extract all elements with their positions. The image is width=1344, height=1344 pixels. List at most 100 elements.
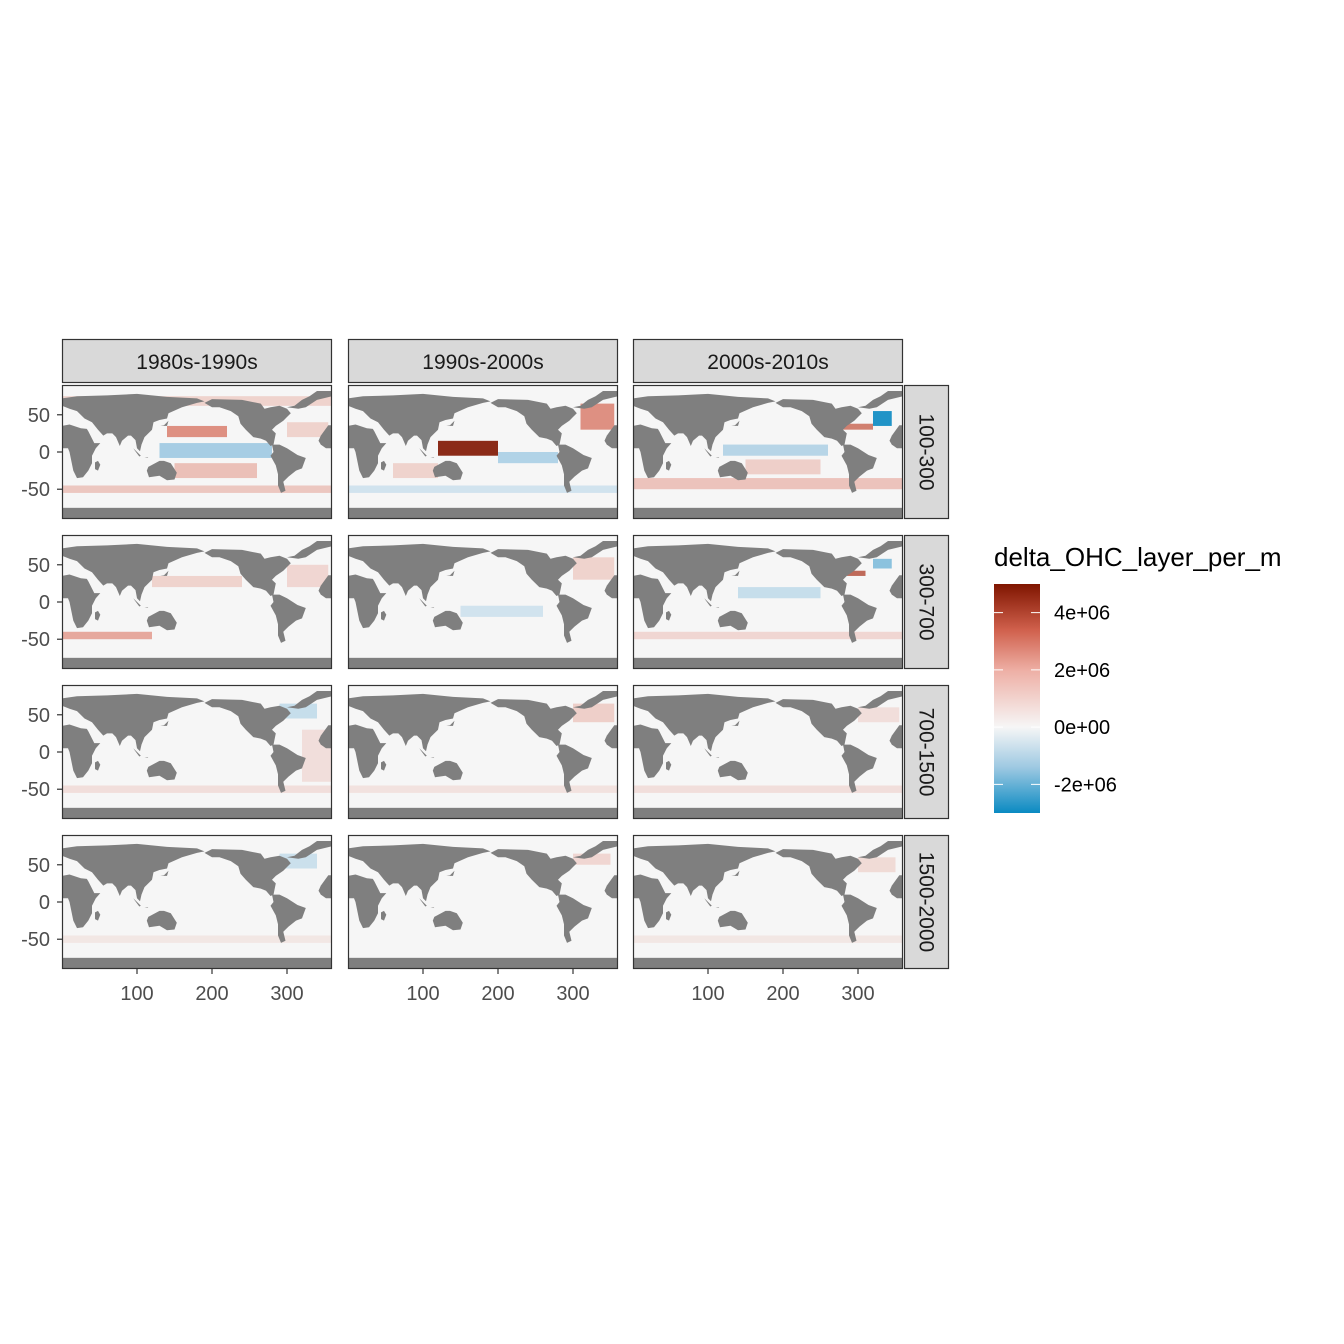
anomaly-cell [438,440,498,456]
panel-border [347,834,619,970]
land-mask [146,460,177,481]
row-strip-label: 100-300 [915,413,938,490]
y-tick-label: -50 [21,779,50,801]
land-mask [666,460,672,471]
land-mask [704,748,712,757]
y-tick-label: 50 [28,555,50,577]
land-mask [133,448,141,457]
land-mask [62,724,101,779]
land-mask [204,399,291,446]
land-mask [633,393,776,452]
land-mask [731,870,740,876]
land-mask [348,874,387,929]
land-mask [381,460,387,471]
row-strip: 1500-2000 [903,834,950,970]
land-mask [573,541,618,559]
land-mask [432,760,463,781]
land-mask [62,874,101,929]
land-mask-antarctica [348,507,618,519]
land-mask [318,425,332,449]
column-strip: 1980s-1990s [61,338,333,384]
land-mask [604,575,618,599]
anomaly-cell [858,707,900,723]
land-mask [62,543,205,602]
land-mask [666,610,672,621]
row-strips: 100-300 300-700 700-1500 1500-2000 [903,384,950,970]
anomaly-cell [62,935,332,943]
land-mask [633,693,776,752]
land-mask [146,760,177,781]
land-mask [889,875,903,899]
anomaly-cell [633,935,903,943]
land-mask [348,843,491,902]
land-mask [556,594,592,643]
land-mask [731,420,740,426]
land-mask [348,693,491,752]
land-mask-antarctica [348,657,618,669]
anomaly-cell [167,425,227,438]
legend-label: -2e+06 [1054,774,1117,796]
land-mask [144,907,149,908]
land-mask [573,391,618,409]
anomaly-cell [393,463,438,479]
land-mask [446,420,455,426]
land-mask [419,748,427,757]
land-mask [146,610,177,631]
land-mask [490,399,577,446]
anomaly-cell [348,485,618,493]
land-mask [715,607,720,608]
panel-border [61,684,333,820]
land-mask [841,744,877,793]
land-mask [287,691,332,709]
panel-2000s-2010s-300-700 [632,534,904,670]
panel-1980s-1990s-1500-2000 [61,834,333,970]
panel-2000s-2010s-700-1500 [632,684,904,820]
land-mask [430,757,435,758]
anomaly-cell [633,478,903,490]
legend-label: 0e+00 [1054,717,1110,739]
row-strip-label: 1500-2000 [915,852,938,952]
anomaly-cell [858,857,896,873]
anomaly-cell [460,605,543,617]
panel-1990s-2000s-300-700 [347,534,619,670]
anomaly-cell [573,557,615,580]
panel-border [347,384,619,520]
land-mask [204,549,291,596]
land-mask [556,744,592,793]
column-strip-label: 2000s-2010s [707,351,828,374]
legend-ticks: 4e+06 2e+06 0e+00 -2e+06 [994,603,1117,796]
land-mask [348,424,387,479]
anomaly-cell [843,423,873,430]
y-tick-label: 50 [28,705,50,727]
land-mask [318,875,332,899]
x-tick-label: 100 [406,983,439,1005]
anomaly-cell [287,422,329,438]
land-mask [270,894,306,943]
land-mask [204,699,291,746]
land-mask [573,841,618,859]
land-mask [715,907,720,908]
land-mask [889,425,903,449]
land-mask [144,457,149,458]
panel-1980s-1990s-700-1500 [61,684,333,820]
land-mask-antarctica [633,957,903,969]
anomaly-cell [633,631,903,640]
land-mask [666,760,672,771]
land-mask [715,457,720,458]
y-axes: 50 0 -50 50 0 -50 50 0 -50 50 0 -50 [21,405,62,951]
y-tick-label: 0 [39,442,50,464]
panel-border [632,384,904,520]
land-mask [858,841,903,859]
panel-border [61,534,333,670]
panel-1990s-2000s-100-300 [347,384,619,520]
land-mask [604,725,618,749]
anomaly-cell [152,575,242,588]
anomaly-cell [174,463,257,479]
row-strip: 100-300 [903,384,950,520]
panel-border [632,534,904,670]
land-mask [556,894,592,943]
land-mask [775,849,862,896]
land-mask-antarctica [348,807,618,819]
land-mask [318,575,332,599]
land-mask [160,720,169,726]
